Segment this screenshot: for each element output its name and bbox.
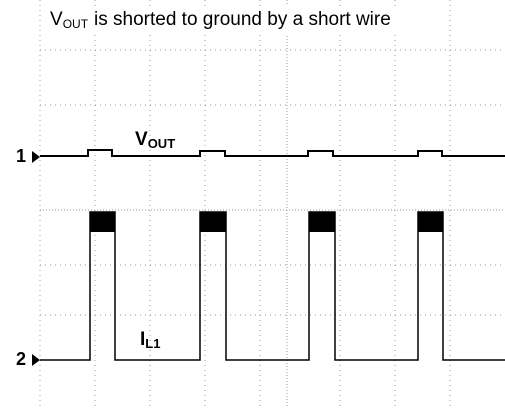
pulse-peak: [200, 212, 226, 232]
trace-label-main: V: [135, 129, 148, 150]
il1-trace: [40, 211, 505, 361]
annotation-main: V: [50, 9, 63, 30]
pulse-peak: [309, 212, 335, 232]
pulse-peak: [90, 212, 115, 232]
pulse-peak: [418, 212, 443, 232]
trace-label: VOUT: [135, 129, 175, 151]
vout-trace: [40, 149, 505, 157]
channel-arrow: [32, 354, 40, 366]
annotation-sub: OUT: [63, 17, 89, 31]
channel-marker: 2: [16, 349, 26, 369]
annotation: VOUT is shorted to ground by a short wire: [50, 9, 391, 31]
channel-arrow: [32, 151, 40, 163]
annotation-bg: [44, 6, 444, 34]
trace-label-sub: L1: [145, 336, 160, 351]
annotation-rest: is shorted to ground by a short wire: [94, 9, 391, 30]
trace-label: IL1: [140, 329, 160, 351]
trace-label-main: I: [140, 329, 145, 350]
trace-label-sub: OUT: [148, 136, 176, 151]
channel-marker: 1: [16, 146, 26, 166]
graticule: [39, 0, 505, 408]
